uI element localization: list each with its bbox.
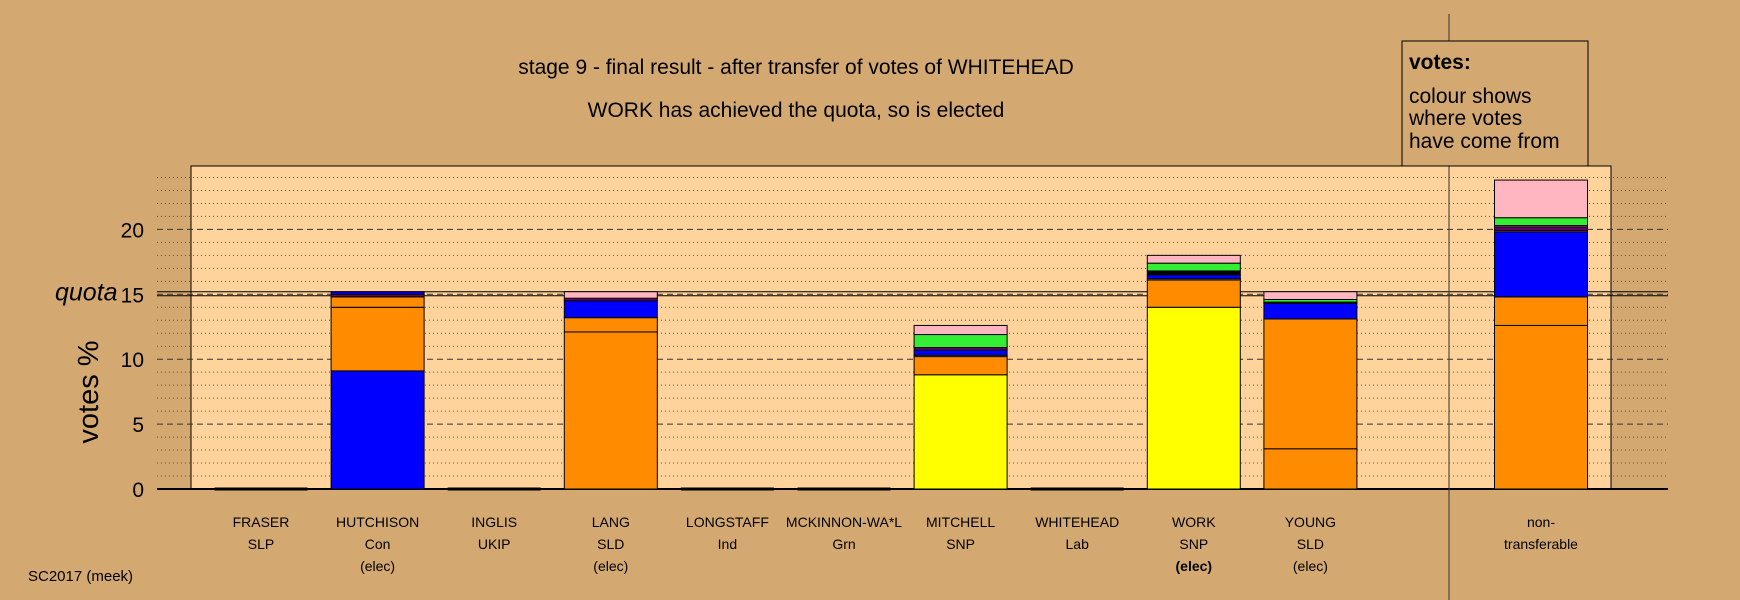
bar-segment-hutchison-2 — [330, 296, 425, 308]
chart-subtitle: WORK has achieved the quota, so is elect… — [588, 99, 1005, 122]
legend-line-3: have come from — [1409, 130, 1560, 153]
bar-segment-mitchell-0 — [913, 374, 1008, 490]
bar-segment-young-1 — [1263, 318, 1358, 450]
y-tick-label: 10 — [121, 349, 144, 372]
candidate-name: LANG — [592, 514, 630, 530]
y-tick-label: 20 — [121, 219, 144, 242]
candidate-labels: FRASER SLP HUTCHISON Con (elec) INGLIS UKIP LAN… — [233, 514, 1579, 574]
bar-segment-nontransferable-2 — [1494, 231, 1588, 298]
bar-segment-mitchell-1 — [913, 356, 1008, 376]
chart-title: stage 9 - final result - after transfer … — [518, 56, 1074, 79]
election-label: SC2017 (meek) — [28, 568, 133, 585]
bar-segment-work-5 — [1146, 262, 1241, 272]
candidate-status: (elec) — [1293, 558, 1328, 574]
bar-segment-hutchison-4 — [330, 291, 425, 295]
candidate-name: YOUNG — [1285, 514, 1336, 530]
y-axis-label: votes % — [73, 340, 105, 443]
candidate-party: Grn — [832, 536, 855, 552]
bar-segment-young-0 — [1263, 448, 1358, 490]
quota-label: quota — [55, 279, 118, 307]
candidate-party: SNP — [1179, 536, 1208, 552]
bar-segment-mitchell-3 — [913, 349, 1008, 356]
bar-segment-nontransferable-1 — [1494, 296, 1588, 326]
candidate-name: INGLIS — [471, 514, 517, 530]
bar-segment-work-1 — [1146, 279, 1241, 308]
candidate-name: WHITEHEAD — [1035, 514, 1119, 530]
candidate-party: SLP — [248, 536, 274, 552]
bar-segment-work-6 — [1146, 254, 1241, 264]
candidate-party: Con — [365, 536, 391, 552]
candidate-party: UKIP — [478, 536, 511, 552]
candidate-name: WORK — [1172, 514, 1216, 530]
candidate-party: Ind — [718, 536, 737, 552]
bar-segment-lang-1 — [563, 317, 658, 333]
bar-segment-nontransferable-0 — [1494, 324, 1588, 490]
y-tick-label: 5 — [132, 414, 144, 437]
candidate-party: SNP — [946, 536, 975, 552]
candidate-status: (elec) — [1176, 558, 1213, 574]
plot-background — [190, 165, 1612, 490]
bar-segment-young-2 — [1263, 302, 1358, 320]
bar-segment-nontransferable-6 — [1494, 217, 1588, 227]
legend-box — [1401, 40, 1589, 167]
y-tick-label: 15 — [121, 284, 144, 307]
candidate-status: (elec) — [360, 558, 395, 574]
y-axis: 0 5 10 15 20 — [121, 219, 144, 502]
bar-segment-nontransferable-7 — [1494, 179, 1588, 219]
candidate-party: Lab — [1066, 536, 1090, 552]
candidate-party: SLD — [1297, 536, 1324, 552]
bar-segment-hutchison-1 — [330, 306, 425, 372]
bar-segment-hutchison-0 — [330, 370, 425, 490]
bars — [214, 179, 1588, 491]
bar-segment-work-4 — [1146, 270, 1241, 276]
nontransferable-label-2: transferable — [1504, 536, 1578, 552]
legend-line-1: colour shows — [1409, 85, 1532, 108]
candidate-name: LONGSTAFF — [686, 514, 769, 530]
candidate-status: (elec) — [593, 558, 628, 574]
candidate-name: HUTCHISON — [336, 514, 419, 530]
legend-title: votes: — [1409, 51, 1471, 74]
bar-segment-young-5 — [1263, 291, 1358, 300]
bar-segment-lang-4 — [563, 291, 658, 299]
bar-segment-lang-2 — [563, 300, 658, 319]
nontransferable-label-1: non- — [1527, 514, 1555, 530]
bar-segment-mitchell-6 — [913, 324, 1008, 336]
bar-segment-lang-0 — [563, 331, 658, 490]
candidate-party: SLD — [597, 536, 624, 552]
bar-segment-mitchell-5 — [913, 334, 1008, 349]
candidate-name: MCKINNON-WA*L — [786, 514, 902, 530]
bar-segment-work-3 — [1146, 274, 1241, 280]
y-tick-label: 0 — [132, 479, 144, 502]
bar-segment-nontransferable-4 — [1494, 226, 1588, 232]
candidate-name: FRASER — [233, 514, 290, 530]
legend-line-2: where votes — [1408, 107, 1522, 130]
bar-segment-work-0 — [1146, 306, 1241, 490]
candidate-name: MITCHELL — [926, 514, 995, 530]
